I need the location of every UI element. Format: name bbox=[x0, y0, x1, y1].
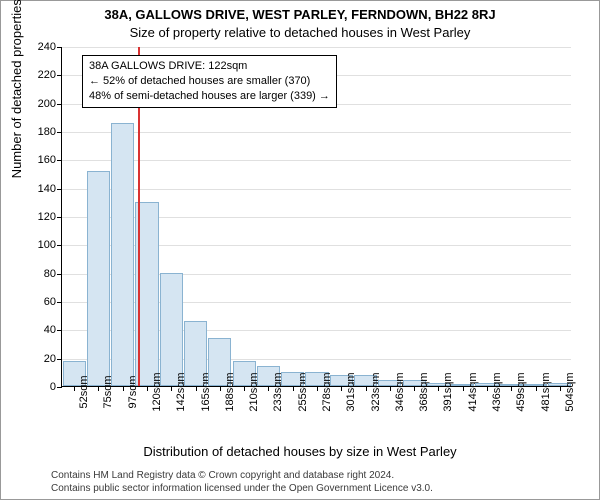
xtick-mark bbox=[74, 386, 75, 391]
ytick-mark bbox=[57, 359, 62, 360]
ytick-mark bbox=[57, 274, 62, 275]
ytick-label: 80 bbox=[44, 268, 56, 280]
xtick-mark bbox=[341, 386, 342, 391]
xtick-label: 368sqm bbox=[418, 372, 430, 411]
ytick-label: 120 bbox=[38, 211, 56, 223]
histogram-bar bbox=[87, 171, 110, 386]
xtick-mark bbox=[147, 386, 148, 391]
ytick-mark bbox=[57, 302, 62, 303]
footer-text: Contains HM Land Registry data © Crown c… bbox=[51, 470, 591, 495]
ytick-label: 160 bbox=[38, 154, 56, 166]
histogram-bar bbox=[160, 273, 183, 386]
chart-title-line1: 38A, GALLOWS DRIVE, WEST PARLEY, FERNDOW… bbox=[1, 7, 599, 22]
ytick-mark bbox=[57, 132, 62, 133]
xtick-mark bbox=[244, 386, 245, 391]
xtick-mark bbox=[366, 386, 367, 391]
chart-title-line2: Size of property relative to detached ho… bbox=[1, 25, 599, 40]
xtick-mark bbox=[487, 386, 488, 391]
xtick-label: 459sqm bbox=[515, 372, 527, 411]
ytick-mark bbox=[57, 160, 62, 161]
ytick-label: 200 bbox=[38, 98, 56, 110]
xtick-mark bbox=[463, 386, 464, 391]
xtick-mark bbox=[196, 386, 197, 391]
ytick-label: 140 bbox=[38, 183, 56, 195]
ytick-label: 40 bbox=[44, 324, 56, 336]
ytick-label: 0 bbox=[50, 381, 56, 393]
footer-line2: Contains public sector information licen… bbox=[51, 483, 591, 496]
annotation-line3: 48% of semi-detached houses are larger (… bbox=[89, 89, 330, 104]
y-axis-label: Number of detached properties bbox=[9, 0, 24, 178]
xtick-mark bbox=[438, 386, 439, 391]
xtick-mark bbox=[536, 386, 537, 391]
xtick-mark bbox=[268, 386, 269, 391]
ytick-label: 220 bbox=[38, 69, 56, 81]
ytick-label: 100 bbox=[38, 239, 56, 251]
xtick-mark bbox=[123, 386, 124, 391]
annotation-line1: 38A GALLOWS DRIVE: 122sqm bbox=[89, 59, 330, 74]
histogram-bar bbox=[111, 123, 134, 387]
xtick-mark bbox=[414, 386, 415, 391]
ytick-label: 20 bbox=[44, 353, 56, 365]
xtick-mark bbox=[220, 386, 221, 391]
chart-container: 38A, GALLOWS DRIVE, WEST PARLEY, FERNDOW… bbox=[0, 0, 600, 500]
ytick-mark bbox=[57, 217, 62, 218]
xtick-label: 436sqm bbox=[491, 372, 503, 411]
xtick-mark bbox=[98, 386, 99, 391]
xtick-label: 391sqm bbox=[442, 372, 454, 411]
ytick-mark bbox=[57, 387, 62, 388]
ytick-label: 240 bbox=[38, 41, 56, 53]
xtick-mark bbox=[171, 386, 172, 391]
ytick-mark bbox=[57, 189, 62, 190]
xtick-label: 323sqm bbox=[370, 372, 382, 411]
xtick-label: 481sqm bbox=[540, 372, 552, 411]
xtick-mark bbox=[390, 386, 391, 391]
xtick-label: 346sqm bbox=[394, 372, 406, 411]
ytick-mark bbox=[57, 104, 62, 105]
annotation-box: 38A GALLOWS DRIVE: 122sqm ← 52% of detac… bbox=[82, 55, 337, 108]
ytick-label: 180 bbox=[38, 126, 56, 138]
annotation-line2: ← 52% of detached houses are smaller (37… bbox=[89, 74, 330, 89]
xtick-label: 504sqm bbox=[564, 372, 576, 411]
ytick-mark bbox=[57, 330, 62, 331]
xtick-label: 414sqm bbox=[467, 372, 479, 411]
chart-plot-area: 02040608010012014016018020022024052sqm75… bbox=[61, 47, 571, 387]
xtick-mark bbox=[511, 386, 512, 391]
xtick-mark bbox=[317, 386, 318, 391]
ytick-mark bbox=[57, 47, 62, 48]
xtick-mark bbox=[293, 386, 294, 391]
ytick-mark bbox=[57, 245, 62, 246]
ytick-label: 60 bbox=[44, 296, 56, 308]
xtick-mark bbox=[560, 386, 561, 391]
x-axis-label: Distribution of detached houses by size … bbox=[1, 444, 599, 459]
footer-line1: Contains HM Land Registry data © Crown c… bbox=[51, 470, 591, 483]
ytick-mark bbox=[57, 75, 62, 76]
